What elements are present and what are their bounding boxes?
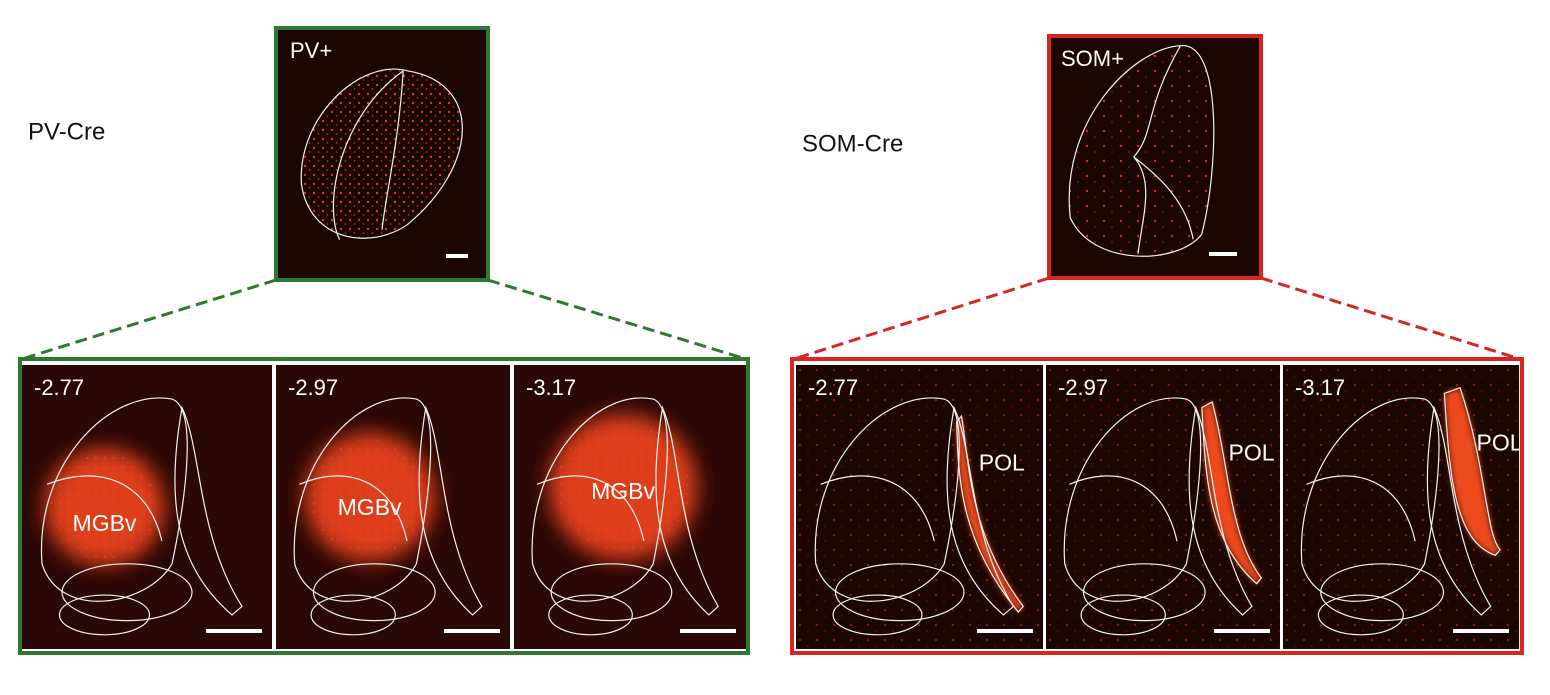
labeling [301, 69, 463, 239]
region-outline [820, 475, 935, 542]
region-outline [300, 68, 463, 239]
region-outline [1063, 397, 1202, 602]
region-outline [1300, 397, 1440, 602]
region-outline [1317, 594, 1404, 636]
region-outline [40, 397, 188, 602]
region-outline [1068, 45, 1215, 257]
labeling [1444, 387, 1501, 556]
labeling [1069, 45, 1214, 257]
scale-bar [444, 629, 500, 633]
region-outline [332, 70, 404, 240]
region-label: POL [979, 449, 1025, 475]
section-panel: -2.77 MGBv [22, 365, 272, 649]
panel-label: PV+ [290, 38, 332, 63]
region-outline [1082, 563, 1206, 622]
panel-frame [274, 26, 490, 282]
region-outline [1426, 405, 1492, 616]
region-outline [834, 563, 965, 622]
region-outline [531, 397, 668, 602]
section-panel: -2.77 POL [796, 365, 1043, 649]
labeling [1201, 401, 1262, 584]
region-outline [46, 475, 163, 542]
region-outline [536, 475, 645, 542]
coordinate-label: -3.17 [1295, 375, 1345, 400]
section-panel: -2.97 POL [1046, 365, 1280, 649]
region-outline [58, 594, 151, 636]
zoom-line [1260, 276, 1521, 361]
zoom-line [487, 278, 747, 361]
panel-frame [1047, 34, 1263, 280]
coordinate-label: -3.17 [526, 375, 576, 400]
labeling [50, 454, 159, 560]
scale-bar [977, 629, 1033, 633]
overview-panel: PV+ [274, 26, 490, 282]
region-outline [655, 405, 719, 616]
section-panel: -3.17 POL [1283, 365, 1523, 649]
region-label: POL [1477, 429, 1523, 455]
region-outline [1320, 563, 1445, 622]
scale-bar [1453, 629, 1509, 633]
scale-bar [206, 629, 262, 633]
region-label: MGBv [591, 478, 655, 504]
region-outline [61, 563, 193, 622]
coordinate-label: -2.77 [34, 375, 84, 400]
zoom-line [21, 278, 277, 361]
group-frame [790, 357, 1524, 655]
region-outline [1201, 401, 1263, 585]
region-outline [293, 397, 432, 602]
coordinate-label: -2.77 [808, 375, 858, 400]
region-outline [1069, 475, 1178, 542]
scale-bar [1214, 629, 1270, 633]
region-outline [832, 594, 923, 636]
scale-bar [446, 254, 468, 258]
region-outline [814, 397, 960, 602]
group-label: PV-Cre [28, 118, 105, 145]
coordinate-label: -2.97 [288, 375, 338, 400]
region-outline [1080, 594, 1166, 636]
section-panel: -2.97 MGBv [276, 365, 510, 649]
region-label: MGBv [73, 510, 137, 536]
group-label: SOM-Cre [802, 130, 903, 157]
region-outline [1306, 475, 1416, 542]
region-outline [1188, 405, 1253, 616]
region-label: MGBv [338, 494, 402, 520]
overview-panel: SOM+ [1047, 34, 1263, 280]
scale-bar [680, 629, 736, 633]
labeling [1046, 365, 1280, 649]
region-outline [310, 594, 396, 636]
region-outline [1443, 386, 1501, 556]
panel-label: SOM+ [1061, 46, 1124, 71]
region-outline [946, 405, 1015, 616]
region-outline [550, 563, 673, 622]
scale-bar [1209, 252, 1237, 256]
region-outline [1133, 45, 1194, 254]
region-label: POL [1229, 439, 1275, 465]
section-panel: -3.17 MGBv [514, 365, 746, 649]
labeling [310, 439, 429, 555]
region-outline [312, 563, 436, 622]
group-frame [18, 357, 750, 655]
coordinate-label: -2.97 [1058, 375, 1108, 400]
zoom-line [793, 276, 1050, 361]
region-outline [548, 594, 633, 636]
region-outline [299, 475, 408, 542]
region-outline [418, 405, 483, 616]
labeling [796, 365, 1043, 649]
region-outline [174, 405, 243, 616]
